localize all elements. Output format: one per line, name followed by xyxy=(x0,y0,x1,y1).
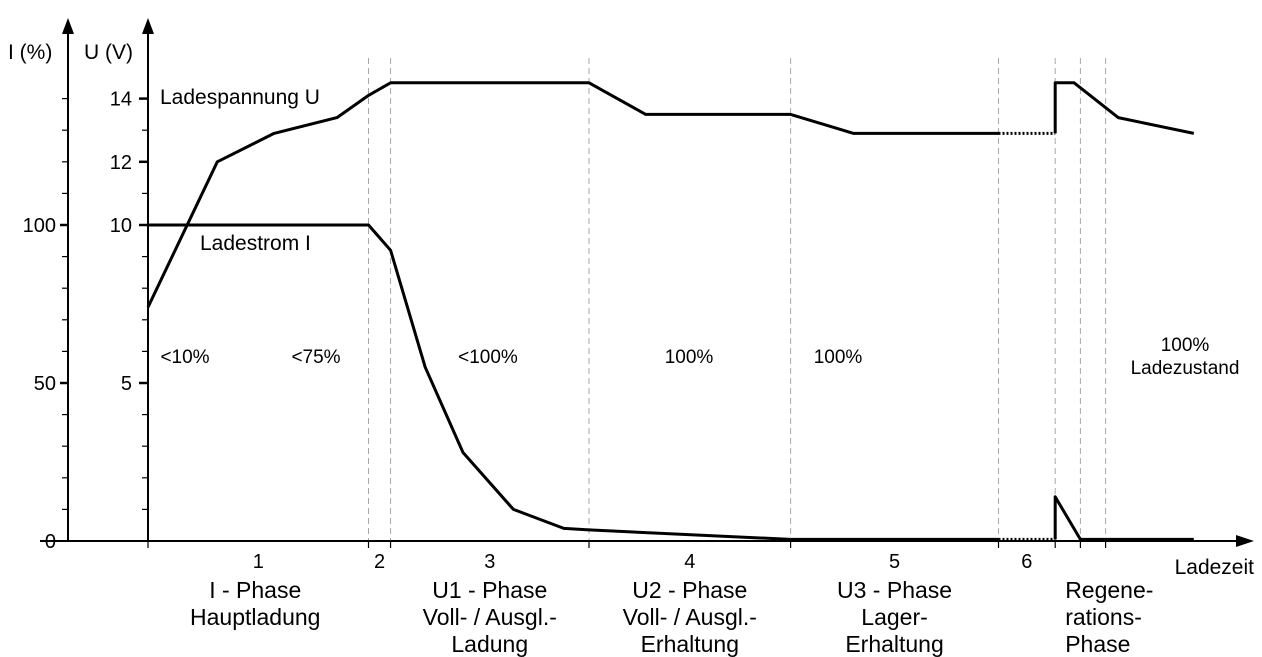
phase-4-name-line-1: U2 - Phase xyxy=(632,577,747,603)
phase-5-name-line-1: U3 - Phase xyxy=(837,577,952,603)
current-tick-label-0: 0 xyxy=(45,531,56,553)
time-axis-label: Ladezeit xyxy=(1175,556,1255,579)
voltage-axis-label: U (V) xyxy=(84,41,133,64)
charge-state-3-1: <100% xyxy=(458,347,518,368)
phase-6-name-line-1: Regene- xyxy=(1065,577,1153,603)
phase-4-name-line-2: Voll- / Ausgl.- xyxy=(623,604,757,630)
charge-state-1-1: <10% xyxy=(160,347,209,368)
phase-number-1: 1 xyxy=(253,551,264,573)
current-series-label: Ladestrom I xyxy=(200,232,311,255)
voltage-tick-label-5: 5 xyxy=(121,373,132,395)
charge-state-4-1: 100% xyxy=(665,347,714,368)
charge-state-7-2: Ladezustand xyxy=(1131,358,1240,379)
current-tick-label-50: 50 xyxy=(34,373,56,395)
phase-1-name-line-1: I - Phase xyxy=(209,577,301,603)
phase-6-name-line-2: rations- xyxy=(1065,604,1142,630)
current-axis-label: I (%) xyxy=(8,41,52,64)
voltage-tick-label-10: 10 xyxy=(110,215,132,237)
phase-number-2: 2 xyxy=(374,551,385,573)
phase-5-name-line-2: Lager- xyxy=(861,604,927,630)
voltage-tick-label-14: 14 xyxy=(110,89,132,111)
voltage-curve-line xyxy=(146,81,999,308)
charge-state-1-2: <75% xyxy=(291,347,340,368)
voltage-tick-label-12: 12 xyxy=(110,152,132,174)
charge-state-5-1: 100% xyxy=(814,347,863,368)
current-curve-line-continued xyxy=(1053,495,1194,541)
phase-number-4: 4 xyxy=(684,551,695,573)
voltage-series-label: Ladespannung U xyxy=(160,86,320,109)
phase-3-name-line-3: Ladung xyxy=(451,631,528,657)
phase-number-6: 6 xyxy=(1021,551,1032,573)
phase-number-5: 5 xyxy=(889,551,900,573)
phase-1-name-line-2: Hauptladung xyxy=(190,604,320,630)
phase-3-name-line-1: U1 - Phase xyxy=(432,577,547,603)
charge-state-7-1: 100% xyxy=(1161,335,1210,356)
phase-5-name-line-3: Erhaltung xyxy=(845,631,943,657)
current-tick-label-100: 100 xyxy=(23,215,56,237)
phase-3-name-line-2: Voll- / Ausgl.- xyxy=(423,604,557,630)
time-axis-arrow xyxy=(1236,535,1254,547)
phase-number-3: 3 xyxy=(484,551,495,573)
current-curve-line xyxy=(148,223,999,541)
phase-6-name-line-3: Phase xyxy=(1065,631,1130,657)
current-axis-arrow xyxy=(62,18,74,34)
voltage-curve-line-continued xyxy=(1053,81,1195,135)
phase-4-name-line-3: Erhaltung xyxy=(641,631,739,657)
voltage-axis-arrow xyxy=(142,18,154,34)
